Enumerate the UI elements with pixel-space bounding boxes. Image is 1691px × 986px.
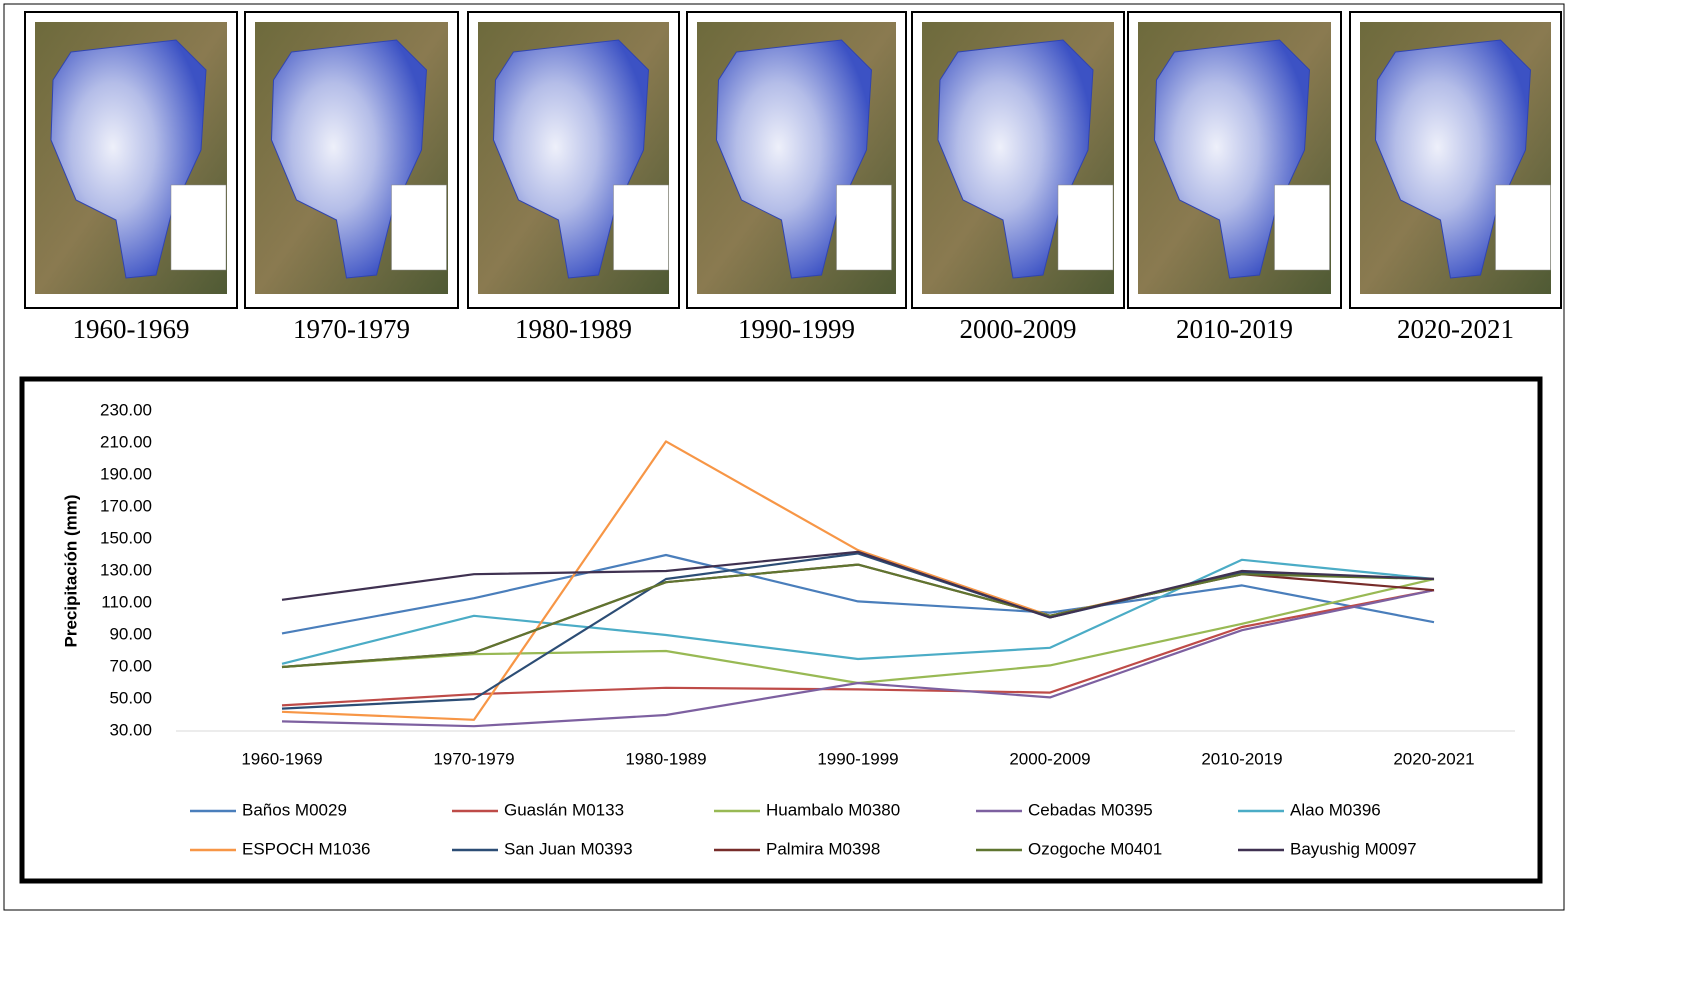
panel-label: 1990-1999 [738, 314, 855, 344]
y-tick-label: 30.00 [109, 720, 152, 739]
map-panel: 1990-1999 [687, 12, 906, 344]
y-tick-label: 230.00 [100, 400, 152, 419]
y-tick-label: 90.00 [109, 624, 152, 643]
map-legend [1496, 185, 1551, 270]
map-panel: 2010-2019 [1128, 12, 1341, 344]
figure: 1960-1969 1970-1979 1980-1989 1990-1999 2000… [0, 0, 1691, 986]
panel-label: 1960-1969 [73, 314, 190, 344]
legend-label: Ozogoche M0401 [1028, 839, 1162, 858]
x-tick-label: 1980-1989 [625, 749, 706, 768]
map-legend [1275, 185, 1330, 270]
y-tick-label: 210.00 [100, 432, 152, 451]
map-legend [614, 185, 669, 270]
y-tick-label: 190.00 [100, 464, 152, 483]
x-tick-label: 1960-1969 [241, 749, 322, 768]
y-tick-label: 110.00 [101, 592, 152, 611]
legend-label: ESPOCH M1036 [242, 839, 371, 858]
legend-label: Guaslán M0133 [504, 800, 624, 819]
map-legend [392, 185, 447, 270]
x-tick-label: 2020-2021 [1393, 749, 1474, 768]
panel-label: 1980-1989 [515, 314, 632, 344]
y-tick-label: 170.00 [100, 496, 152, 515]
panel-label: 2020-2021 [1397, 314, 1514, 344]
map-panel: 2020-2021 [1350, 12, 1561, 344]
legend-label: Bayushig M0097 [1290, 839, 1417, 858]
legend-label: San Juan M0393 [504, 839, 633, 858]
x-tick-label: 2010-2019 [1201, 749, 1282, 768]
map-panel: 1960-1969 [25, 12, 237, 344]
page: 1960-1969 1970-1979 1980-1989 1990-1999 2000… [0, 0, 1691, 986]
map-legend [171, 185, 226, 270]
x-tick-label: 2000-2009 [1009, 749, 1090, 768]
y-tick-label: 50.00 [109, 688, 152, 707]
panel-label: 1970-1979 [293, 314, 410, 344]
panel-label: 2010-2019 [1176, 314, 1293, 344]
y-tick-label: 130.00 [100, 560, 152, 579]
map-panel: 2000-2009 [912, 12, 1124, 344]
map-legend [1058, 185, 1113, 270]
panel-label: 2000-2009 [960, 314, 1077, 344]
map-panel: 1980-1989 [468, 12, 679, 344]
map-row: 1960-1969 1970-1979 1980-1989 1990-1999 2000… [25, 12, 1561, 344]
map-legend [837, 185, 892, 270]
y-axis-label: Precipitación (mm) [61, 494, 80, 647]
x-tick-label: 1990-1999 [817, 749, 898, 768]
legend-label: Baños M0029 [242, 800, 347, 819]
y-tick-label: 70.00 [109, 656, 152, 675]
legend-label: Alao M0396 [1290, 800, 1381, 819]
legend-label: Huambalo M0380 [766, 800, 900, 819]
legend-label: Cebadas M0395 [1028, 800, 1153, 819]
map-panel: 1970-1979 [245, 12, 458, 344]
legend-label: Palmira M0398 [766, 839, 880, 858]
y-tick-label: 150.00 [100, 528, 152, 547]
x-tick-label: 1970-1979 [433, 749, 514, 768]
